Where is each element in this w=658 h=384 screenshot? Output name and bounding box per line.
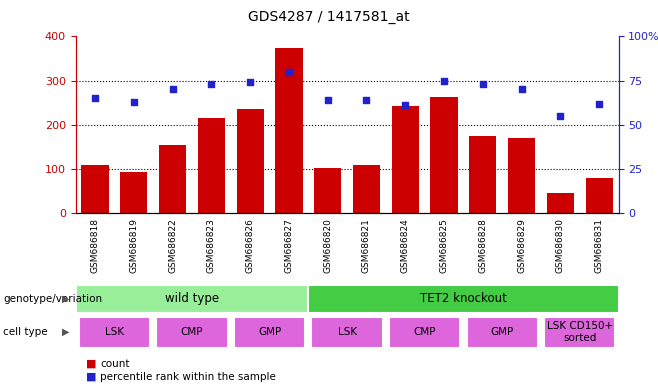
Bar — [275, 48, 303, 213]
Bar — [314, 168, 342, 213]
Text: GSM686831: GSM686831 — [595, 218, 603, 273]
Bar — [198, 118, 225, 213]
Bar — [157, 316, 228, 348]
Point — [361, 97, 372, 103]
Text: cell type: cell type — [3, 327, 48, 337]
Bar — [547, 193, 574, 213]
Point — [245, 79, 255, 86]
Bar — [79, 316, 150, 348]
Bar — [82, 165, 109, 213]
Bar — [159, 145, 186, 213]
Bar — [392, 106, 419, 213]
Point — [167, 86, 178, 93]
Text: LSK: LSK — [105, 327, 124, 337]
Text: GSM686826: GSM686826 — [245, 218, 255, 273]
Text: GSM686829: GSM686829 — [517, 218, 526, 273]
Bar — [586, 178, 613, 213]
Text: GSM686821: GSM686821 — [362, 218, 371, 273]
Text: GSM686823: GSM686823 — [207, 218, 216, 273]
Text: GMP: GMP — [491, 327, 514, 337]
Text: GSM686818: GSM686818 — [91, 218, 99, 273]
Text: wild type: wild type — [165, 293, 219, 305]
Bar — [430, 98, 457, 213]
Bar — [353, 166, 380, 213]
Point — [89, 95, 100, 101]
Text: GSM686830: GSM686830 — [556, 218, 565, 273]
Point — [478, 81, 488, 87]
Text: GSM686819: GSM686819 — [130, 218, 138, 273]
Text: GSM686820: GSM686820 — [323, 218, 332, 273]
Bar — [389, 316, 461, 348]
Bar — [544, 316, 615, 348]
Point — [555, 113, 566, 119]
Text: ■: ■ — [86, 359, 96, 369]
Text: genotype/variation: genotype/variation — [3, 294, 103, 304]
Bar — [469, 136, 496, 213]
Point — [517, 86, 527, 93]
Text: GSM686824: GSM686824 — [401, 218, 410, 273]
Text: count: count — [100, 359, 130, 369]
Point — [594, 101, 605, 107]
Point — [400, 102, 411, 108]
Text: GSM686825: GSM686825 — [440, 218, 449, 273]
Text: ▶: ▶ — [62, 327, 69, 337]
Text: ▶: ▶ — [62, 294, 69, 304]
Bar — [508, 138, 535, 213]
Bar — [76, 285, 309, 313]
Text: ■: ■ — [86, 372, 96, 382]
Bar — [120, 172, 147, 213]
Point — [206, 81, 216, 87]
Text: percentile rank within the sample: percentile rank within the sample — [100, 372, 276, 382]
Point — [284, 69, 294, 75]
Bar — [467, 316, 538, 348]
Text: CMP: CMP — [181, 327, 203, 337]
Text: GSM686822: GSM686822 — [168, 218, 177, 273]
Point — [128, 99, 139, 105]
Text: GSM686827: GSM686827 — [284, 218, 293, 273]
Bar — [311, 316, 383, 348]
Bar — [309, 285, 619, 313]
Point — [322, 97, 333, 103]
Text: CMP: CMP — [413, 327, 436, 337]
Text: GSM686828: GSM686828 — [478, 218, 488, 273]
Text: GMP: GMP — [258, 327, 281, 337]
Text: LSK: LSK — [338, 327, 357, 337]
Bar — [234, 316, 305, 348]
Point — [439, 78, 449, 84]
Text: LSK CD150+
sorted: LSK CD150+ sorted — [547, 321, 613, 343]
Text: TET2 knockout: TET2 knockout — [420, 293, 507, 305]
Text: GDS4287 / 1417581_at: GDS4287 / 1417581_at — [248, 10, 410, 23]
Bar — [237, 109, 264, 213]
